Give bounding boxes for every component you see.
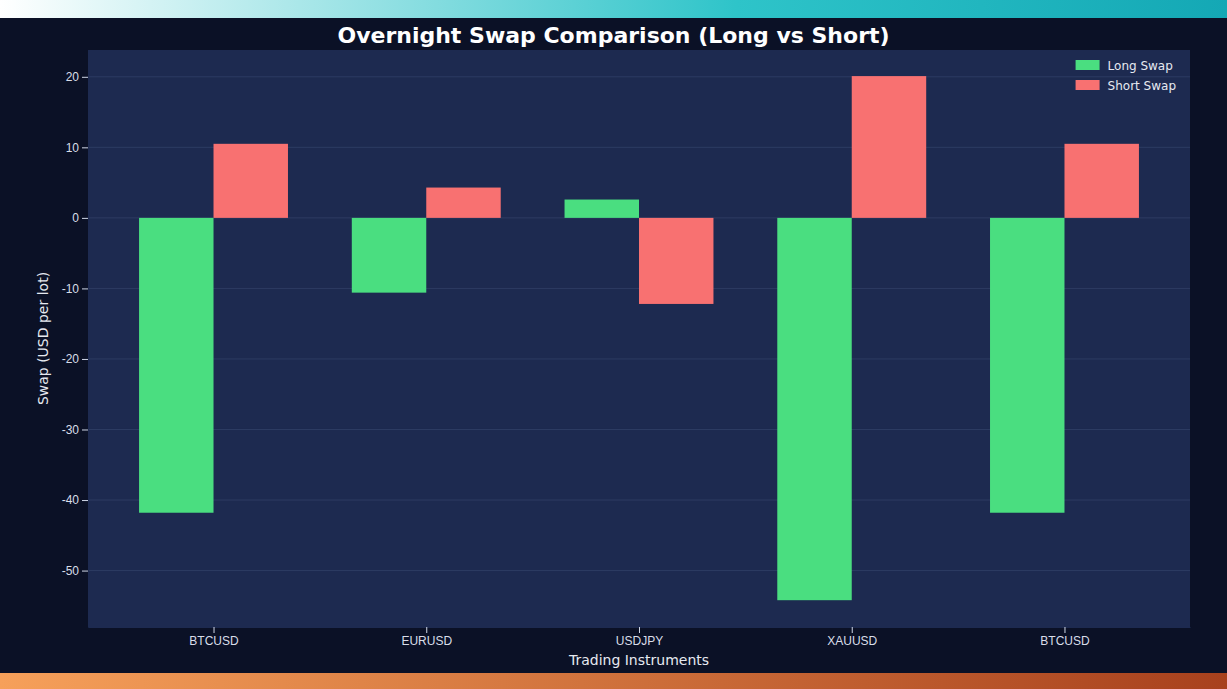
- tick-mark: [82, 288, 88, 289]
- tick: EURUSD: [401, 627, 452, 648]
- tick-mark: [426, 627, 427, 633]
- grid-line: [88, 76, 1190, 77]
- bar: [352, 218, 426, 293]
- bar: [990, 218, 1064, 513]
- tick-mark: [82, 147, 88, 148]
- bars: [139, 76, 1139, 600]
- tick-mark: [82, 359, 88, 360]
- tick-mark: [639, 627, 640, 633]
- bar: [1064, 144, 1138, 218]
- series: [139, 200, 1064, 601]
- bar: [639, 218, 713, 304]
- tick-label: 20: [66, 70, 80, 84]
- tick: BTCUSD: [189, 627, 239, 648]
- legend-label: Short Swap: [1108, 79, 1176, 93]
- legend-swatch: [1076, 60, 1100, 70]
- tick-label: BTCUSD: [1040, 634, 1090, 648]
- tick: 0: [72, 211, 88, 225]
- tick: -10: [62, 282, 88, 296]
- tick-label: BTCUSD: [189, 634, 239, 648]
- legend-item: Long Swap: [1076, 59, 1173, 73]
- tick-mark: [1064, 627, 1065, 633]
- x-axis: BTCUSD EURUSD USDJPY XAUUSD BTCUSD: [89, 627, 1191, 648]
- tick-mark: [82, 571, 88, 572]
- tick-label: -20: [62, 352, 80, 366]
- tick: USDJPY: [616, 627, 663, 648]
- axis-line: [88, 51, 89, 628]
- legend-item: Short Swap: [1076, 79, 1176, 93]
- tick-mark: [214, 627, 215, 633]
- bar: [565, 200, 639, 218]
- tick-label: -10: [62, 282, 80, 296]
- x-axis-title: Trading Instruments: [568, 652, 709, 668]
- title: Overnight Swap Comparison (Long vs Short…: [337, 23, 889, 48]
- tick-label: -40: [62, 493, 80, 507]
- tick-mark: [82, 500, 88, 501]
- tick-label: XAUUSD: [827, 634, 877, 648]
- legend-swatch: [1076, 80, 1100, 90]
- series: [214, 76, 1139, 304]
- tick: 20: [66, 70, 88, 84]
- bar: [214, 144, 288, 218]
- tick: BTCUSD: [1040, 627, 1090, 648]
- bar: [777, 218, 851, 600]
- top-band: [0, 0, 1227, 18]
- tick: -20: [62, 352, 88, 366]
- tick-label: 0: [72, 211, 79, 225]
- tick-mark: [82, 77, 88, 78]
- tick: -40: [62, 493, 88, 507]
- grid-line: [88, 570, 1190, 571]
- bar: [139, 218, 213, 513]
- background: [0, 0, 1227, 689]
- tick: XAUUSD: [827, 627, 877, 648]
- tick-label: EURUSD: [401, 634, 452, 648]
- tick-mark: [82, 218, 88, 219]
- tick-label: 10: [66, 141, 80, 155]
- plot-area: [88, 50, 1190, 627]
- bottom-band: [0, 673, 1227, 689]
- bar: [852, 76, 926, 218]
- plot: -50 -40 -30 -20 -10 0 10 20 BTCUSD EURUSD USDJPY XA…: [62, 50, 1191, 648]
- chart: -50 -40 -30 -20 -10 0 10 20 BTCUSD EURUSD USDJPY XA…: [0, 0, 1227, 689]
- tick-label: USDJPY: [616, 634, 663, 648]
- legend: Long Swap Short Swap: [1076, 59, 1176, 93]
- tick-mark: [852, 627, 853, 633]
- tick-label: -30: [62, 423, 80, 437]
- grid: [88, 77, 1190, 571]
- y-axis-title: Swap (USD per lot): [35, 272, 51, 405]
- tick-label: -50: [62, 564, 80, 578]
- tick: -50: [62, 564, 88, 578]
- y-axis: -50 -40 -30 -20 -10 0 10 20: [62, 51, 89, 628]
- tick-mark: [82, 429, 88, 430]
- tick: 10: [66, 141, 88, 155]
- tick: -30: [62, 423, 88, 437]
- legend-label: Long Swap: [1108, 59, 1173, 73]
- bar: [426, 188, 500, 218]
